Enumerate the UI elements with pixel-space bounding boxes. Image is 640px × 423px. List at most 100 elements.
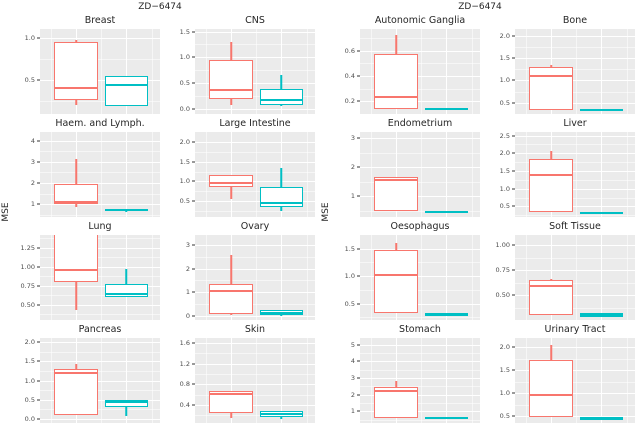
y-axis: 0.5 1.0 — [13, 29, 40, 114]
gridline-vertical-minor — [101, 235, 103, 320]
gridline-minor — [360, 289, 480, 291]
tick-mark — [37, 380, 40, 381]
gridline-minor — [40, 193, 160, 195]
tick-label: 0.5 — [344, 299, 355, 308]
facet-label: Soft Tissue — [549, 221, 601, 232]
whisker-upper — [75, 158, 77, 185]
whisker-upper — [280, 167, 283, 188]
tick-mark — [37, 360, 40, 362]
tick-mark — [512, 205, 515, 207]
gridline-minor — [515, 179, 635, 181]
gridline-vertical — [446, 338, 448, 423]
gridline-major — [515, 170, 635, 172]
facet-grid: Breast 0.5 1.0 CNS 0.0 0.5 1.0 1.5 Haem. and Lym… — [0, 14, 320, 423]
tick-mark — [192, 244, 195, 246]
box-cyan — [579, 417, 623, 420]
median-line — [105, 208, 147, 211]
gridline-vertical-minor — [576, 338, 578, 423]
tick-label: 1.5 — [344, 244, 355, 253]
tick-mark — [512, 35, 515, 37]
gridline-minor — [40, 101, 160, 103]
tick-label: 1.0 — [499, 76, 510, 85]
y-axis: 1 2 3 4 5 — [333, 338, 360, 423]
box-cyan — [104, 75, 148, 106]
tick-label: 0.5 — [499, 412, 510, 421]
gridline-major — [360, 196, 480, 198]
box-red — [54, 368, 98, 416]
box-red — [374, 250, 418, 313]
gridline-minor — [515, 381, 635, 383]
chart-left: ZD−6474 MSE Breast 0.5 1.0 CNS 0.0 0.5 1.0 1.5 H… — [0, 2, 320, 423]
box-cyan — [259, 89, 303, 105]
gridline-vertical — [601, 132, 603, 217]
gridline-minor — [40, 295, 160, 297]
tick-mark — [37, 304, 40, 306]
gridline-minor — [40, 257, 160, 259]
facet-label: Skin — [244, 324, 266, 335]
gridline-major — [515, 35, 635, 37]
box-red — [209, 284, 253, 314]
facet-label: CNS — [245, 15, 265, 26]
gridline-minor — [360, 211, 480, 213]
gridline-minor — [360, 262, 480, 264]
tick-label: 0.5 — [179, 79, 190, 88]
gridline-vertical-minor — [370, 338, 372, 423]
gridline-major — [40, 285, 160, 287]
gridline-minor — [515, 404, 635, 406]
tick-label: 0.5 — [499, 202, 510, 211]
gridline-vertical — [446, 235, 448, 320]
tick-mark — [512, 392, 515, 394]
y-axis: 0.5 1.0 1.5 2.0 — [488, 29, 515, 114]
gridline-vertical — [601, 235, 603, 320]
gridline-minor — [360, 353, 480, 354]
facet-label: Autonomic Ganglia — [374, 15, 466, 26]
tick-label: 1.0 — [24, 33, 35, 42]
tick-mark — [512, 79, 515, 81]
median-line — [210, 392, 252, 395]
tick-label: 1.0 — [24, 376, 35, 385]
gridline-major — [515, 188, 635, 190]
median-line — [210, 182, 252, 185]
gridline-vertical-minor — [306, 235, 308, 320]
tick-label: 1.5 — [179, 27, 190, 36]
gridline-minor — [40, 351, 160, 353]
tick-label: 2 — [185, 264, 190, 273]
tick-mark — [192, 108, 195, 110]
gridline-major — [515, 102, 635, 104]
gridline-vertical — [396, 132, 397, 217]
tick-label: 2 — [30, 179, 35, 187]
tick-label: 1.5 — [24, 357, 35, 366]
whisker-lower — [230, 314, 232, 316]
tick-label: 0.0 — [24, 415, 35, 423]
box-red — [529, 359, 573, 418]
gridline-minor — [360, 419, 480, 421]
gridline-minor — [360, 181, 480, 183]
gridline-minor — [195, 70, 315, 72]
gridline-major — [40, 304, 160, 306]
tick-mark — [192, 268, 195, 270]
tick-label: 2.0 — [24, 337, 35, 346]
gridline-vertical — [126, 29, 128, 114]
gridline-vertical-minor — [576, 235, 578, 320]
gridline-vertical-minor — [421, 29, 423, 114]
tick-mark — [192, 141, 195, 143]
box-cyan — [259, 411, 303, 417]
gridline-minor — [360, 317, 480, 319]
gridline-minor — [195, 44, 315, 46]
box-cyan — [259, 187, 303, 208]
facet-panel — [515, 29, 635, 114]
gridline-vertical-minor — [256, 132, 258, 217]
median-line — [260, 201, 302, 204]
tick-label: 1.0 — [179, 177, 190, 186]
facet-endometrium: Endometrium 1 2 3 — [333, 117, 480, 217]
gridline-minor — [515, 162, 635, 164]
tick-mark — [512, 415, 515, 417]
tick-mark — [357, 344, 360, 346]
median-line — [580, 417, 622, 420]
tick-mark — [37, 203, 40, 205]
gridline-major — [40, 341, 160, 343]
whisker-lower — [125, 406, 128, 417]
median-line — [530, 284, 572, 287]
gridline-vertical-minor — [525, 29, 527, 114]
gridline-major — [360, 50, 480, 52]
